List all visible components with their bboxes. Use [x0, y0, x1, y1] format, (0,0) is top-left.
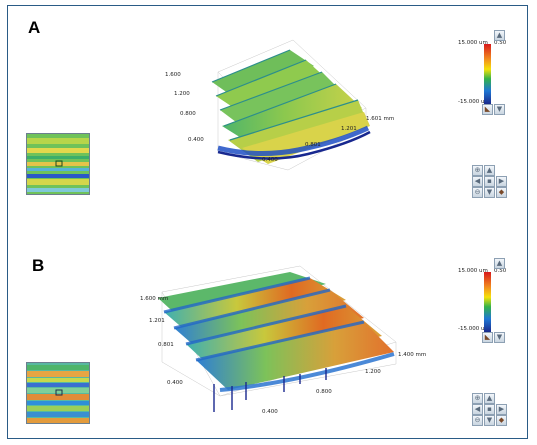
colorbar-a-top-label: 15.000 um [458, 40, 488, 46]
axis-tick-a-y-1: 1.600 [165, 72, 181, 78]
axis-tick-b-x-3: 1.200 [365, 369, 381, 375]
thumbnail-a[interactable] [26, 133, 90, 195]
nav-a-zoom-in-icon[interactable]: ⊕ [472, 165, 483, 176]
surface-a-ridges [211, 49, 371, 164]
nav-a-zoom-out-icon[interactable]: ⊖ [472, 187, 483, 198]
axis-tick-b-x-4: 1.400 mm [398, 352, 427, 358]
axis-tick-a-x-4: 1.601 mm [366, 116, 395, 122]
axis-tick-a-y-3: 0.800 [180, 111, 196, 117]
thumbnail-b-image [27, 363, 89, 423]
nav-b-left-icon[interactable]: ◀ [472, 404, 483, 415]
nav-b-zoom-out-icon[interactable]: ⊖ [472, 415, 483, 426]
thumbnail-b[interactable] [26, 362, 90, 424]
thumbnail-a-image [27, 134, 89, 194]
axis-tick-b-x-2: 0.800 [316, 389, 332, 395]
nav-a-home-icon[interactable]: ▪ [484, 176, 495, 187]
colorbar-a-scroll-down-button[interactable]: ▼ [494, 104, 505, 115]
axis-tick-a-x-2: 0.801 [305, 142, 321, 148]
colorbar-b-reset-button[interactable]: ◣ [482, 332, 493, 343]
colorbar-b-top-label: 15.000 um [458, 268, 488, 274]
nav-b-up-icon[interactable]: ▲ [484, 393, 495, 404]
colorbar-b-top-right-label: 0.50 [494, 268, 507, 274]
nav-b-home-icon[interactable]: ▪ [484, 404, 495, 415]
colorbar-a-reset-button[interactable]: ◣ [482, 104, 493, 115]
thumbnail-a-selection[interactable] [55, 160, 63, 167]
surface-plot-b[interactable] [150, 264, 405, 424]
axis-tick-b-x-1: 0.400 [262, 409, 278, 415]
colorbar-a-scroll-up-button[interactable]: ▲ [494, 30, 505, 41]
nav-a-left-icon[interactable]: ◀ [472, 176, 483, 187]
thumbnail-b-selection[interactable] [55, 389, 63, 396]
axis-tick-a-x-3: 1.201 [341, 126, 357, 132]
colorbar-a-top-right-label: 0.50 [494, 40, 507, 46]
axis-tick-b-y-4: 0.400 [167, 380, 183, 386]
surface-b-ridges [158, 272, 395, 412]
panel-label-b: B [32, 256, 45, 275]
colorbar-a [484, 44, 491, 104]
panel-label-a: A [28, 18, 41, 37]
colorbar-b-bottom-label: -15.000 um [458, 326, 490, 332]
colorbar-b-scroll-down-button[interactable]: ▼ [494, 332, 505, 343]
nav-a-down-icon[interactable]: ▼ [484, 187, 495, 198]
nav-b-down-icon[interactable]: ▼ [484, 415, 495, 426]
nav-b-reset-icon[interactable]: ◆ [496, 415, 507, 426]
colorbar-b [484, 272, 491, 332]
nav-b-zoom-in-icon[interactable]: ⊕ [472, 393, 483, 404]
axis-tick-b-y-3: 0.801 [158, 342, 174, 348]
colorbar-b-scroll-up-button[interactable]: ▲ [494, 258, 505, 269]
surface-plot-a[interactable] [158, 36, 388, 176]
nav-a-up-icon[interactable]: ▲ [484, 165, 495, 176]
nav-a-right-icon[interactable]: ▶ [496, 176, 507, 187]
nav-b-right-icon[interactable]: ▶ [496, 404, 507, 415]
nav-a-reset-icon[interactable]: ◆ [496, 187, 507, 198]
colorbar-a-bottom-label: -15.000 um [458, 99, 490, 105]
axis-tick-a-x-1: 0.400 [262, 157, 278, 163]
axis-tick-b-y-1: 1.600 mm [140, 296, 169, 302]
axis-tick-a-y-2: 1.200 [174, 91, 190, 97]
axis-tick-a-y-4: 0.400 [188, 137, 204, 143]
axis-tick-b-y-2: 1.201 [149, 318, 165, 324]
figure-frame [7, 5, 528, 439]
